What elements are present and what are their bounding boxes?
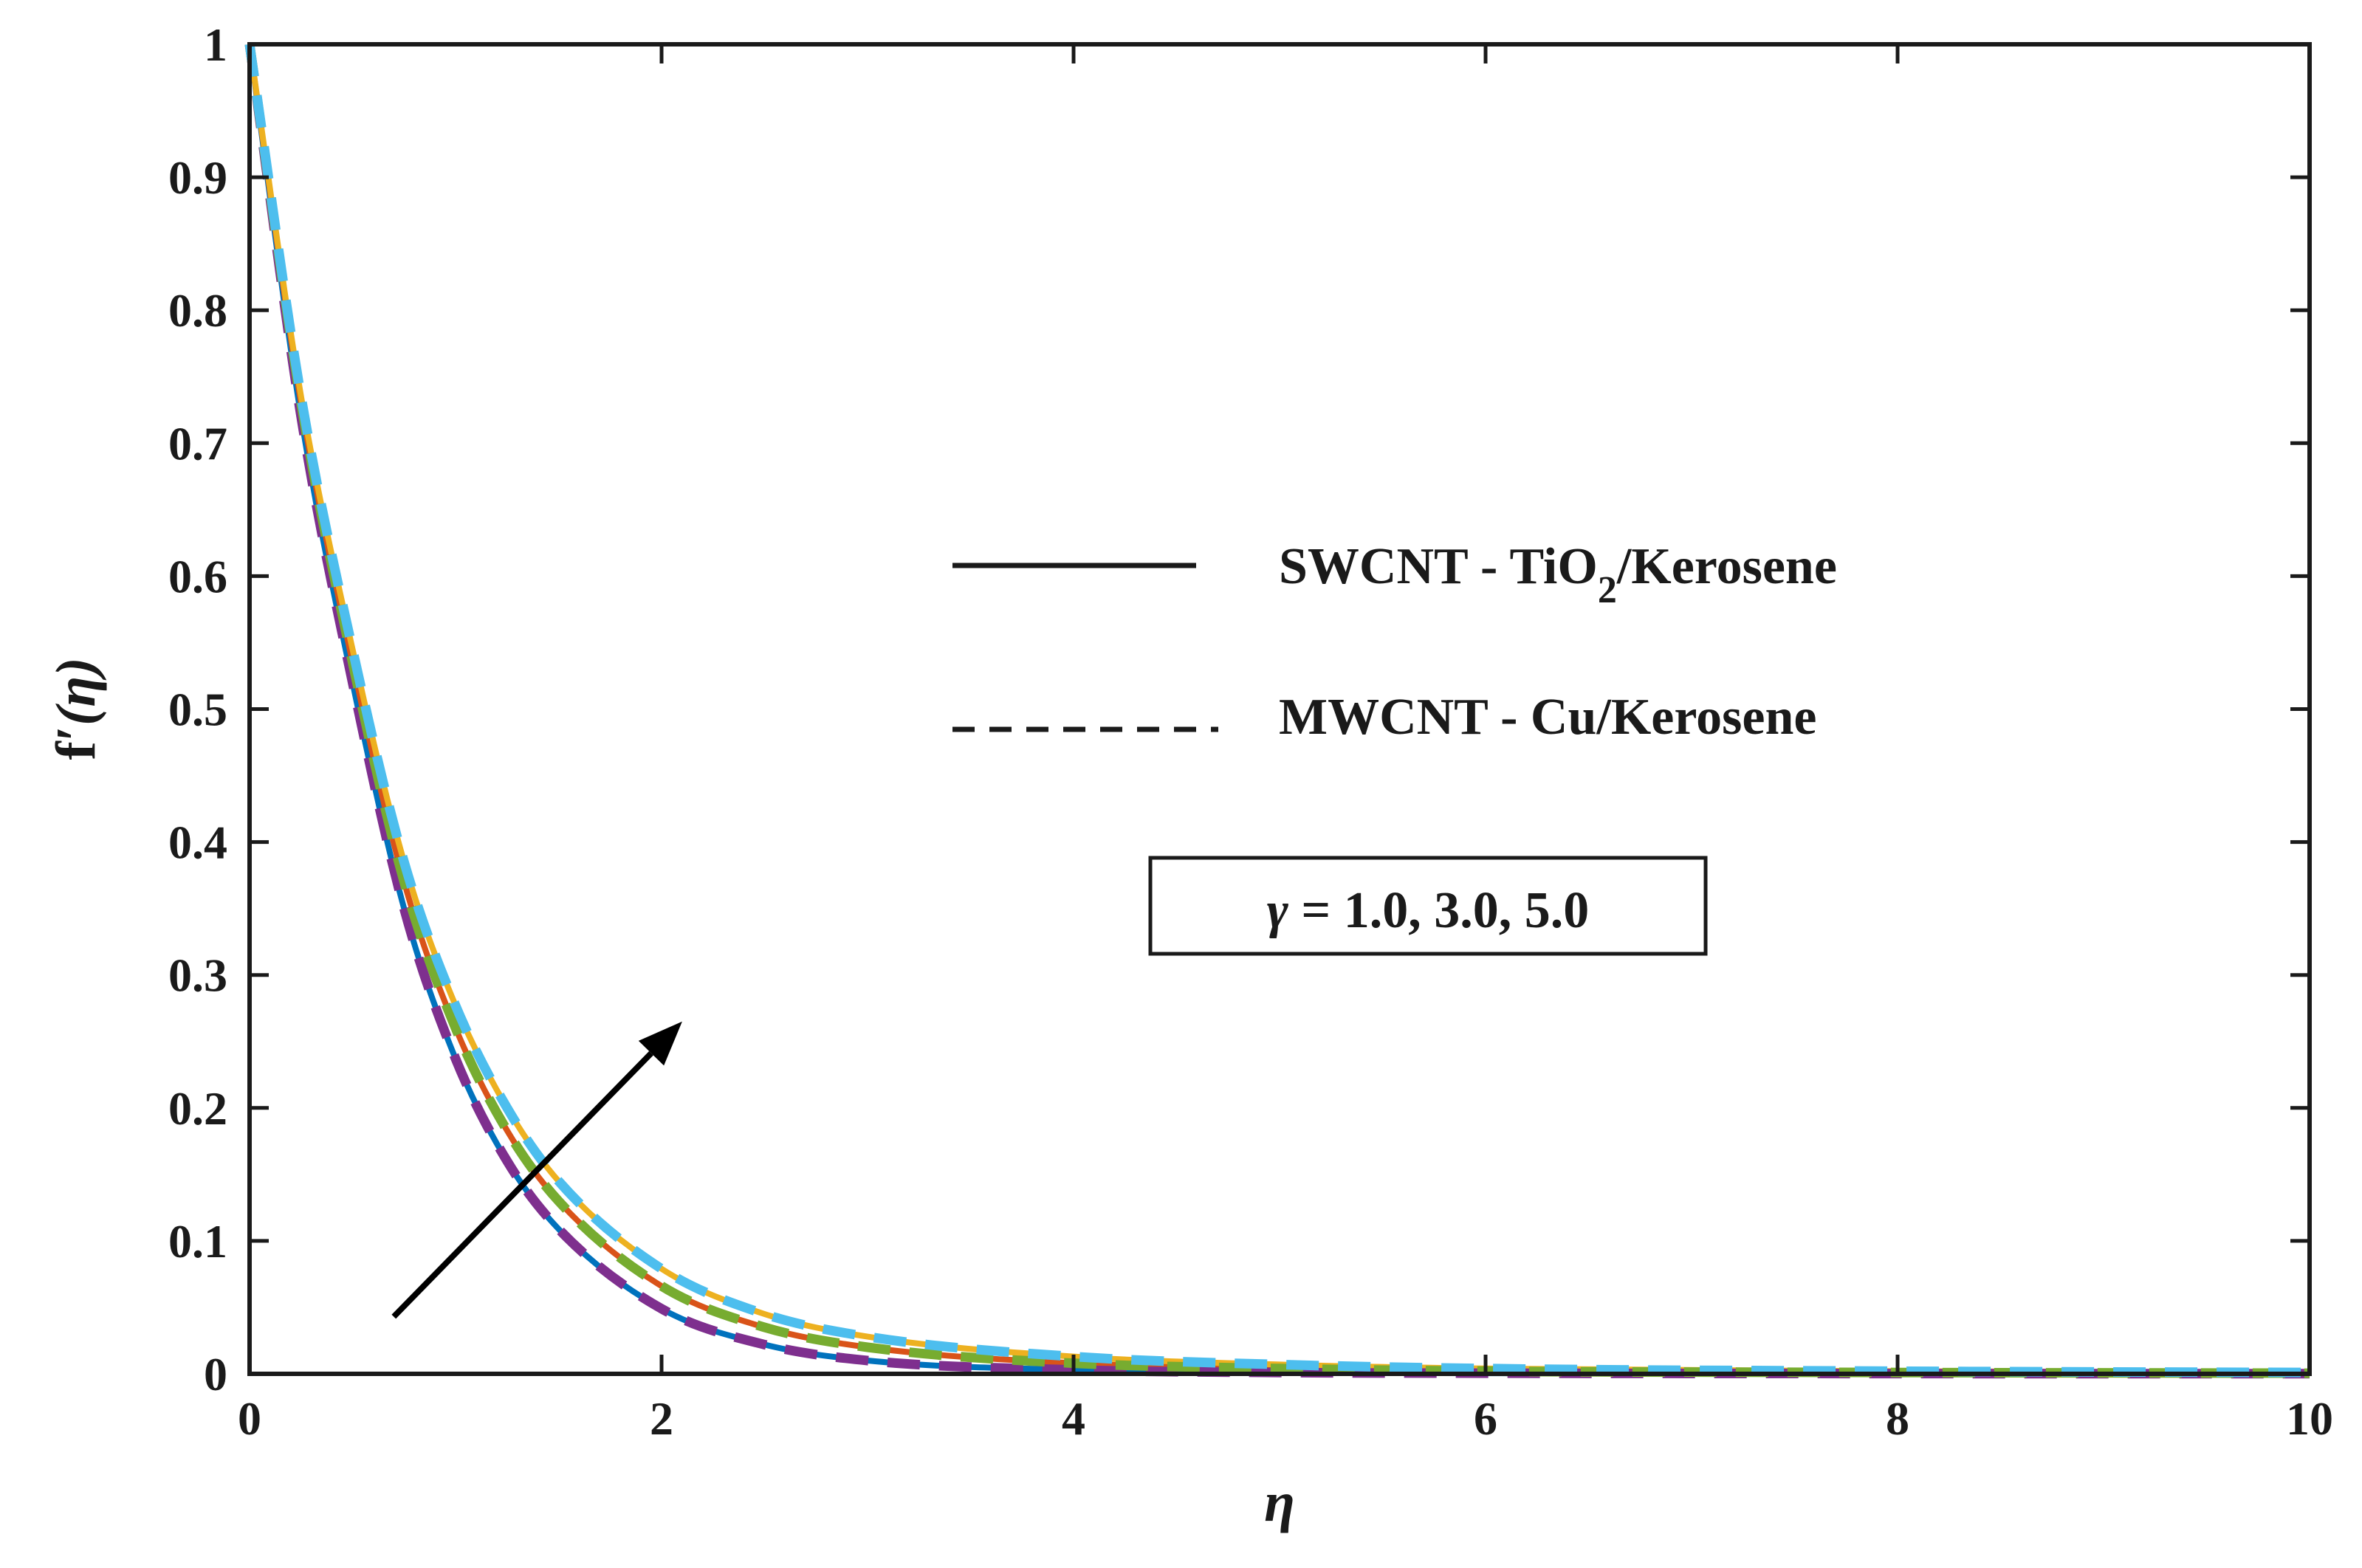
legend-label-solid-sub: 2 [1598,569,1617,611]
trend-arrow-shaft [391,1051,653,1319]
x-tick-label-1: 2 [650,1392,673,1445]
legend-label-solid-main: SWCNT - TiO [1279,538,1598,595]
x-axis-label: η [1264,1471,1295,1533]
parameter-annotation: γ = 1.0, 3.0, 5.0 [1148,856,1708,956]
parameter-annotation-box [1148,856,1708,956]
svg-text:f′(η): f′(η) [45,657,107,760]
y-tick-label-6: 0.6 [168,550,227,602]
tick-layer [247,42,2312,1376]
tick-label-layer: 0 2 4 6 8 10 0 0.1 0.2 0.3 0.4 0.5 0.6 0.7 0.8 0.9 1 [168,18,2333,1445]
y-tick-label-3: 0.3 [168,949,227,1002]
y-tick-label-8: 0.8 [168,284,227,337]
y-tick-label-10: 1 [204,18,227,71]
y-tick-label-2: 0.2 [168,1082,227,1135]
y-axis-label-main: f [45,740,107,760]
legend-label-solid-tail: /Kerosene [1616,538,1837,595]
series-line-6-dashed [244,44,2310,1378]
y-tick-label-0: 0 [204,1348,227,1400]
trend-arrow-head [638,1021,682,1066]
y-axis-label-arg: (η) [45,657,107,725]
legend-label-solid: SWCNT - TiO2/Kerosene [1279,538,1837,611]
x-tick-label-5: 10 [2286,1392,2333,1445]
x-tick-label-0: 0 [238,1392,261,1445]
y-axis-label: f′(η) [45,657,107,760]
y-axis-label-prime: ′ [45,726,107,741]
y-tick-label-7: 0.7 [168,417,227,470]
trend-arrow [391,1021,682,1319]
y-tick-label-9: 0.9 [168,151,227,204]
x-tick-label-4: 8 [1886,1392,1909,1445]
parameter-annotation-values: = 1.0, 3.0, 5.0 [1288,882,1589,939]
y-tick-label-5: 0.5 [168,684,227,736]
x-tick-label-2: 4 [1062,1392,1085,1445]
parameter-annotation-symbol: γ [1267,882,1289,939]
legend-label-dashed: MWCNT - Cu/Kerosene [1279,689,1816,746]
y-tick-label-4: 0.4 [168,816,227,869]
y-tick-label-1: 0.1 [168,1215,227,1268]
x-tick-label-3: 6 [1474,1392,1497,1445]
parameter-annotation-text: γ = 1.0, 3.0, 5.0 [1267,882,1590,939]
legend: SWCNT - TiO2/Kerosene MWCNT - Cu/Kerosen… [952,538,1837,746]
